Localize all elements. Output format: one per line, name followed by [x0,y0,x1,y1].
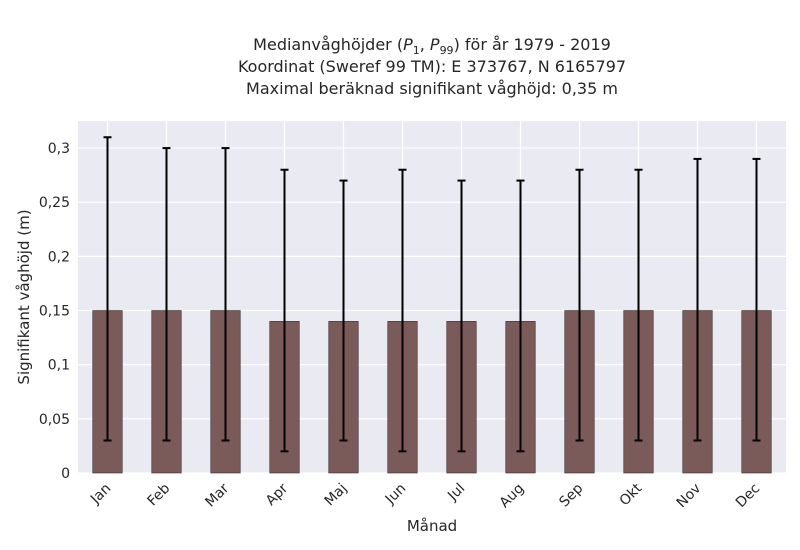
x-axis-label: Månad [407,517,457,535]
x-tick-label: Okt [617,480,646,509]
x-tick-label: Jul [444,481,468,505]
chart-title-line-2: Koordinat (Sweref 99 TM): E 373767, N 61… [237,57,627,76]
error-bars [103,136,761,453]
y-tick-label: 0,3 [48,141,70,157]
x-tick-label: Jun [382,481,409,508]
x-tick-label: Maj [322,481,351,510]
x-tick-label: Nov [674,481,705,512]
x-tick-label: Dec [733,481,763,511]
x-tick-label: Mar [202,480,232,510]
plot-area [78,121,786,473]
y-tick-label: 0,2 [48,249,70,265]
x-tick-label: Sep [556,480,586,510]
y-tick-labels: 0 0,05 0,1 0,15 0,2 0,25 0,3 [39,141,70,482]
chart-title-line-3: Maximal beräknad signifikant våghöjd: 0,… [246,79,618,98]
x-tick-label: Jan [87,481,114,508]
y-tick-label: 0 [61,466,70,482]
y-tick-label: 0,05 [39,412,70,428]
y-tick-label: 0,1 [48,358,70,374]
x-tick-label: Apr [263,480,292,509]
chart-title-line-1: Medianvåghöjder (P1, P99) för år 1979 - … [253,35,611,58]
y-axis-label: Signifikant våghöjd (m) [15,209,33,384]
x-tick-label: Feb [144,480,173,509]
x-tick-label: Aug [497,481,528,512]
y-tick-label: 0,15 [39,304,70,320]
x-tick-labels: Jan Feb Mar Apr Maj Jun Jul Aug Sep Okt Nov Dec [87,480,763,511]
y-tick-label: 0,25 [39,195,70,211]
